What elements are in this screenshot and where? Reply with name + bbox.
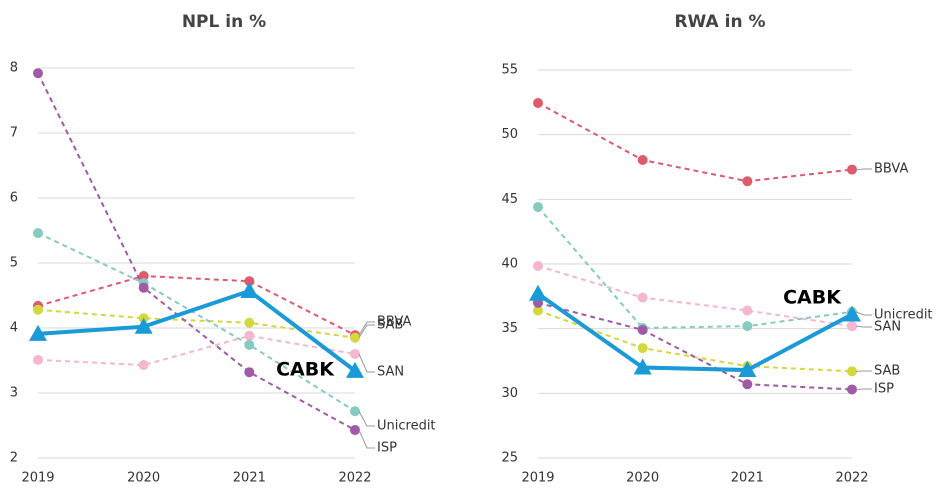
marker (742, 379, 753, 390)
series-line (537, 301, 853, 391)
x-tick-label: 2019 (21, 471, 54, 486)
marker (244, 276, 255, 287)
series-line (537, 264, 853, 328)
marker (244, 317, 255, 328)
marker (847, 321, 857, 332)
marker (33, 68, 43, 79)
series-line (37, 288, 357, 373)
y-tick-label: 3 (10, 386, 18, 401)
series-label: ISP (377, 441, 397, 456)
leader-line (855, 168, 872, 171)
marker (138, 271, 149, 281)
marker (637, 343, 648, 354)
x-tick-label: 2020 (127, 471, 160, 486)
series-line (536, 292, 853, 373)
series-label: CABK (276, 359, 335, 381)
marker (29, 324, 47, 341)
marker (533, 97, 543, 108)
marker (633, 358, 652, 375)
y-tick-label: 5 (10, 256, 18, 271)
series-label: Unicredit (874, 308, 933, 323)
series-label: Unicredit (377, 419, 436, 434)
chart-title: NPL in % (182, 12, 266, 32)
x-tick-label: 2022 (835, 471, 868, 486)
marker (637, 292, 648, 303)
marker (244, 339, 255, 350)
marker (847, 366, 857, 377)
series-label: BBVA (874, 162, 908, 177)
marker (240, 281, 259, 298)
marker (847, 384, 857, 395)
series-label: SAB (377, 318, 403, 333)
y-tick-label: 55 (501, 63, 518, 78)
marker (33, 228, 43, 239)
marker (533, 202, 543, 213)
leader-line (358, 324, 375, 339)
x-tick-label: 2021 (731, 471, 764, 486)
y-tick-label: 6 (10, 191, 18, 206)
y-tick-label: 30 (501, 386, 518, 401)
marker (742, 176, 753, 187)
marker (350, 349, 360, 359)
series-line (37, 232, 356, 413)
y-tick-label: 40 (501, 257, 518, 272)
y-tick-label: 25 (501, 451, 518, 466)
series-label: SAN (377, 365, 404, 380)
series-line (37, 274, 356, 337)
series-line (537, 206, 853, 330)
leader-line (855, 325, 872, 328)
leader-line (358, 429, 375, 449)
series-label: SAB (874, 364, 900, 379)
marker (843, 305, 861, 322)
marker (350, 332, 360, 343)
marker (244, 367, 255, 378)
series-label: CABK (783, 287, 842, 309)
y-tick-label: 4 (10, 321, 18, 336)
marker (350, 406, 360, 417)
marker (533, 305, 543, 316)
marker (742, 321, 753, 332)
x-tick-label: 2022 (338, 471, 371, 486)
leader-line (358, 410, 375, 427)
leader-line (855, 311, 872, 316)
marker (738, 361, 757, 378)
marker (244, 330, 255, 341)
marker (742, 305, 753, 316)
marker (138, 360, 149, 371)
chart-title: RWA in % (674, 12, 765, 32)
marker (134, 317, 153, 334)
y-tick-label: 2 (10, 451, 18, 466)
series-line (37, 72, 356, 431)
series-label: BBVA (377, 315, 411, 330)
marker (637, 324, 648, 335)
series-label: ISP (874, 382, 894, 397)
marker (33, 304, 43, 315)
marker (529, 284, 547, 301)
series-line (537, 102, 853, 183)
y-tick-label: 50 (501, 127, 518, 142)
marker (138, 282, 149, 293)
marker (350, 425, 360, 436)
y-tick-label: 7 (10, 126, 18, 141)
marker (346, 361, 364, 378)
marker (637, 155, 648, 166)
y-tick-label: 45 (501, 192, 518, 207)
leader-line (358, 353, 375, 373)
y-tick-label: 35 (501, 321, 518, 336)
x-tick-label: 2021 (233, 471, 266, 486)
x-tick-label: 2020 (626, 471, 659, 486)
leader-line (358, 321, 375, 336)
marker (533, 260, 543, 271)
y-tick-label: 8 (10, 61, 18, 76)
marker (847, 164, 857, 175)
x-tick-label: 2019 (521, 471, 554, 486)
marker (33, 354, 43, 365)
series-label: SAN (874, 320, 901, 335)
